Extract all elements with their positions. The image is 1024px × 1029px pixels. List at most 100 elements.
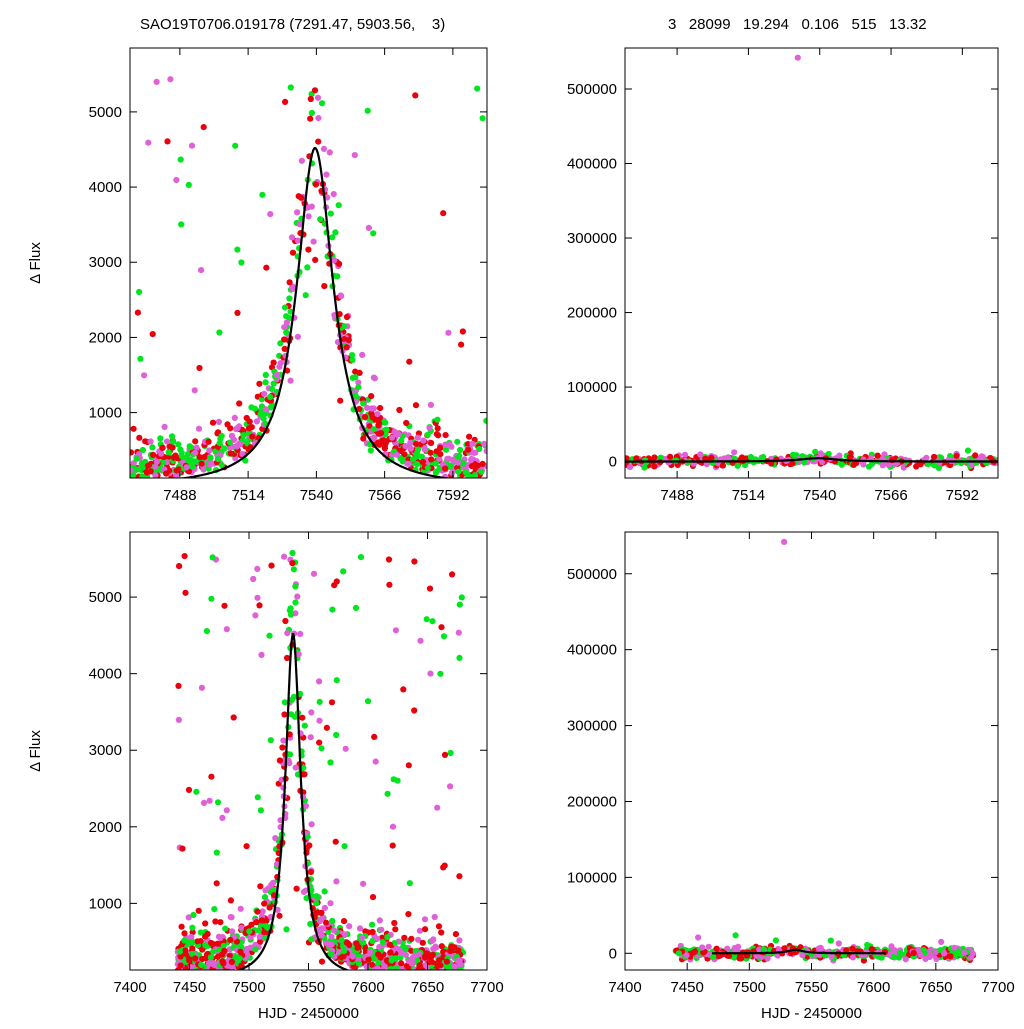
data-point — [336, 260, 343, 267]
data-point — [215, 418, 222, 425]
data-point-outlier — [392, 627, 399, 634]
data-point — [284, 630, 291, 637]
data-point — [329, 234, 336, 241]
data-point — [836, 452, 843, 459]
data-point — [292, 583, 299, 590]
data-point — [367, 949, 374, 956]
data-point-outlier — [972, 452, 979, 459]
data-point — [431, 968, 437, 970]
data-point — [368, 961, 375, 968]
data-point — [466, 433, 473, 440]
data-point — [356, 405, 363, 412]
data-point — [403, 419, 410, 427]
data-point-outlier — [164, 138, 171, 145]
data-point — [376, 441, 383, 448]
data-point — [340, 323, 347, 330]
data-point-outlier — [281, 711, 288, 718]
data-point — [277, 360, 284, 367]
data-point — [279, 744, 286, 751]
data-point-outlier — [188, 142, 196, 149]
data-point-outlier — [456, 601, 463, 608]
data-point — [404, 460, 411, 467]
data-point-outlier — [426, 424, 433, 431]
data-point — [183, 464, 190, 471]
data-point — [421, 916, 429, 923]
data-point-outlier — [389, 842, 396, 849]
data-point — [953, 452, 960, 460]
data-point-outlier — [234, 246, 241, 253]
data-point — [267, 404, 274, 411]
y-tick-label: 500000 — [567, 566, 617, 583]
data-point — [360, 939, 367, 947]
data-point — [240, 432, 247, 439]
data-point — [166, 443, 173, 450]
data-point — [838, 461, 846, 468]
data-point-outlier — [413, 450, 420, 457]
data-point — [202, 933, 209, 940]
data-point — [353, 940, 360, 947]
data-point — [345, 336, 352, 344]
data-point — [206, 447, 213, 454]
data-point-outlier — [325, 940, 332, 948]
data-point — [152, 472, 159, 478]
data-point — [874, 452, 881, 459]
data-point-outlier — [310, 570, 318, 577]
data-point — [340, 918, 348, 925]
data-point — [261, 390, 268, 397]
data-point — [152, 463, 159, 470]
y-tick-label: 5000 — [89, 104, 122, 121]
data-point — [320, 145, 328, 152]
data-point-outlier — [438, 624, 445, 631]
data-point — [412, 402, 420, 409]
data-point — [675, 950, 683, 957]
data-point-outlier — [316, 739, 323, 746]
data-point — [382, 419, 389, 426]
data-point — [236, 400, 243, 407]
data-point — [391, 940, 398, 947]
data-point — [297, 630, 304, 638]
data-point-outlier — [427, 670, 434, 677]
data-point — [216, 946, 223, 953]
data-point — [243, 414, 250, 422]
data-point — [189, 929, 196, 936]
data-point — [247, 944, 254, 951]
data-point — [387, 949, 394, 956]
data-point — [867, 454, 874, 461]
data-point-outlier — [209, 940, 216, 948]
x-tick-label: 7400 — [113, 979, 146, 996]
data-point — [173, 467, 180, 474]
data-point — [212, 448, 219, 455]
data-point — [287, 751, 294, 758]
data-point — [447, 462, 454, 469]
data-point-outlier — [331, 582, 338, 589]
data-point — [283, 329, 290, 336]
data-point — [159, 459, 166, 466]
y-tick-label: 0 — [609, 945, 617, 962]
data-point — [209, 419, 217, 426]
data-point — [261, 929, 268, 936]
data-point — [418, 453, 425, 460]
data-point-outlier — [200, 799, 208, 807]
data-point — [281, 324, 288, 331]
data-point-outlier — [332, 838, 339, 845]
data-point — [298, 157, 305, 164]
data-point — [897, 950, 904, 958]
x-tick-label: 7700 — [470, 979, 503, 996]
data-point — [150, 451, 157, 458]
data-point-outlier — [705, 943, 712, 950]
data-point — [196, 454, 203, 461]
data-point-outlier — [307, 734, 314, 741]
data-point — [307, 920, 314, 928]
data-point — [178, 453, 185, 460]
data-point — [442, 432, 449, 439]
data-point-outlier — [288, 234, 296, 241]
data-point-outlier — [455, 947, 462, 954]
data-point — [216, 440, 223, 447]
data-point — [393, 451, 400, 458]
data-point-outlier — [149, 331, 156, 338]
data-point — [228, 958, 235, 966]
data-point — [224, 421, 231, 428]
data-point-outlier — [458, 341, 465, 348]
data-point — [468, 455, 475, 463]
data-point-outlier — [386, 581, 393, 588]
